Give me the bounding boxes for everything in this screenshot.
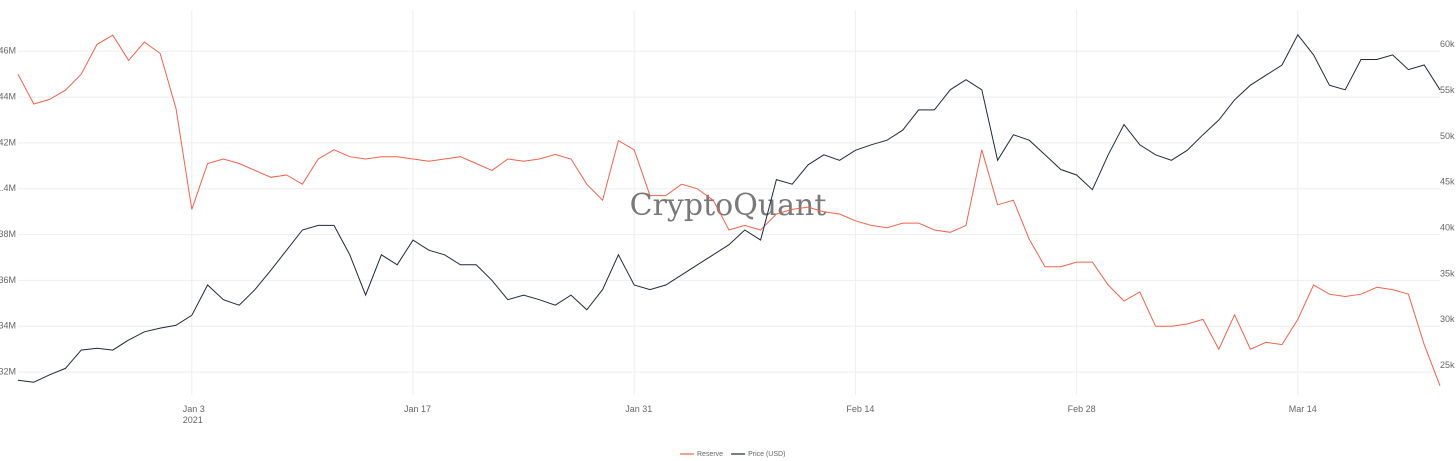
- y2-tick-label: 35k: [1440, 268, 1455, 278]
- y2-tick-label: 40k: [1440, 223, 1455, 233]
- y2-tick-label: 45k: [1440, 177, 1455, 187]
- y2-tick-label: 60k: [1440, 39, 1455, 49]
- x-tick-label: Jan 3 2021: [182, 404, 205, 425]
- y2-tick-label: 55k: [1440, 85, 1455, 95]
- y-tick-label: 1.38M: [0, 229, 16, 239]
- y-tick-label: 1.46M: [0, 46, 16, 56]
- y2-tick-label: 50k: [1440, 131, 1455, 141]
- x-tick-label: Feb 28: [1067, 404, 1096, 414]
- y2-tick-label: 25k: [1440, 360, 1455, 370]
- y-tick-label: 1.32M: [0, 366, 16, 376]
- x-tick-label: Mar 14: [1288, 404, 1317, 414]
- y-tick-label: 1.36M: [0, 275, 16, 285]
- y-tick-label: 1.42M: [0, 137, 16, 147]
- watermark: CryptoQuant: [630, 188, 827, 223]
- y-tick-label: 1.4M: [0, 183, 16, 193]
- y-tick-label: 1.34M: [0, 321, 16, 331]
- series-line: [17, 33, 1441, 383]
- grid: [18, 10, 1440, 395]
- x-tick-label: Jan 31: [625, 404, 653, 414]
- x-tick-label: Jan 17: [404, 404, 432, 414]
- y-tick-label: 1.44M: [0, 91, 16, 101]
- x-tick-label: Feb 14: [846, 404, 875, 414]
- legend-label: Price (USD): [748, 451, 785, 458]
- series-line: [17, 34, 1441, 386]
- y2-tick-label: 30k: [1440, 314, 1455, 324]
- legend-label: Reserve: [697, 451, 723, 458]
